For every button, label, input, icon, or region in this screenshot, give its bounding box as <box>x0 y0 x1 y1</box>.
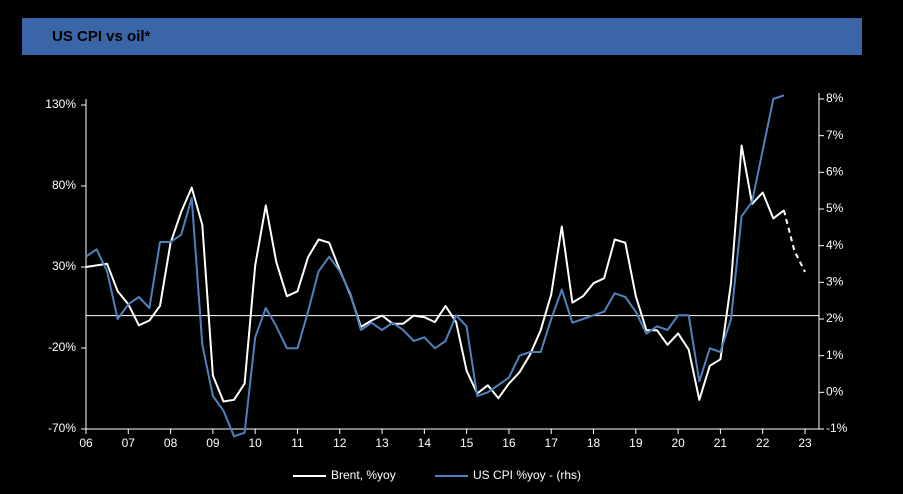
y2-tick-label: -1% <box>826 421 848 435</box>
y-tick-label: 130% <box>45 97 76 111</box>
x-tick-label: 18 <box>587 436 601 450</box>
x-tick-label: 21 <box>714 436 728 450</box>
x-tick-label: 23 <box>798 436 812 450</box>
y2-tick-label: 2% <box>826 311 844 325</box>
x-tick-label: 19 <box>629 436 643 450</box>
x-tick-label: 07 <box>122 436 136 450</box>
x-tick-label: 16 <box>502 436 516 450</box>
y2-tick-label: 8% <box>826 91 844 105</box>
y-tick-label: 30% <box>52 259 76 273</box>
y2-tick-label: 4% <box>826 238 844 252</box>
legend-label: US CPI %yoy - (rhs) <box>473 468 581 482</box>
y-tick-label: -70% <box>48 421 76 435</box>
y-tick-label: -20% <box>48 340 76 354</box>
title-bar <box>22 18 862 55</box>
x-tick-label: 10 <box>248 436 262 450</box>
y-tick-label: 80% <box>52 178 76 192</box>
y2-tick-label: 7% <box>826 128 844 142</box>
x-tick-label: 08 <box>164 436 178 450</box>
x-tick-label: 15 <box>460 436 474 450</box>
legend-label: Brent, %yoy <box>331 468 396 482</box>
y2-tick-label: 6% <box>826 165 844 179</box>
x-tick-label: 12 <box>333 436 347 450</box>
x-tick-label: 13 <box>375 436 389 450</box>
y2-tick-label: 5% <box>826 201 844 215</box>
x-tick-label: 22 <box>756 436 770 450</box>
y2-tick-label: 0% <box>826 385 844 399</box>
y2-tick-label: 3% <box>826 275 844 289</box>
forecast-line <box>782 210 806 273</box>
chart-title: US CPI vs oil* <box>52 28 151 45</box>
y2-tick-label: 1% <box>826 348 844 362</box>
x-tick-label: 09 <box>206 436 220 450</box>
x-tick-label: 11 <box>291 436 304 450</box>
series-line <box>85 144 785 403</box>
x-tick-label: 17 <box>545 436 559 450</box>
series-line <box>85 94 785 438</box>
x-tick-label: 14 <box>418 436 432 450</box>
x-tick-label: 06 <box>79 436 93 450</box>
x-tick-label: 20 <box>671 436 685 450</box>
